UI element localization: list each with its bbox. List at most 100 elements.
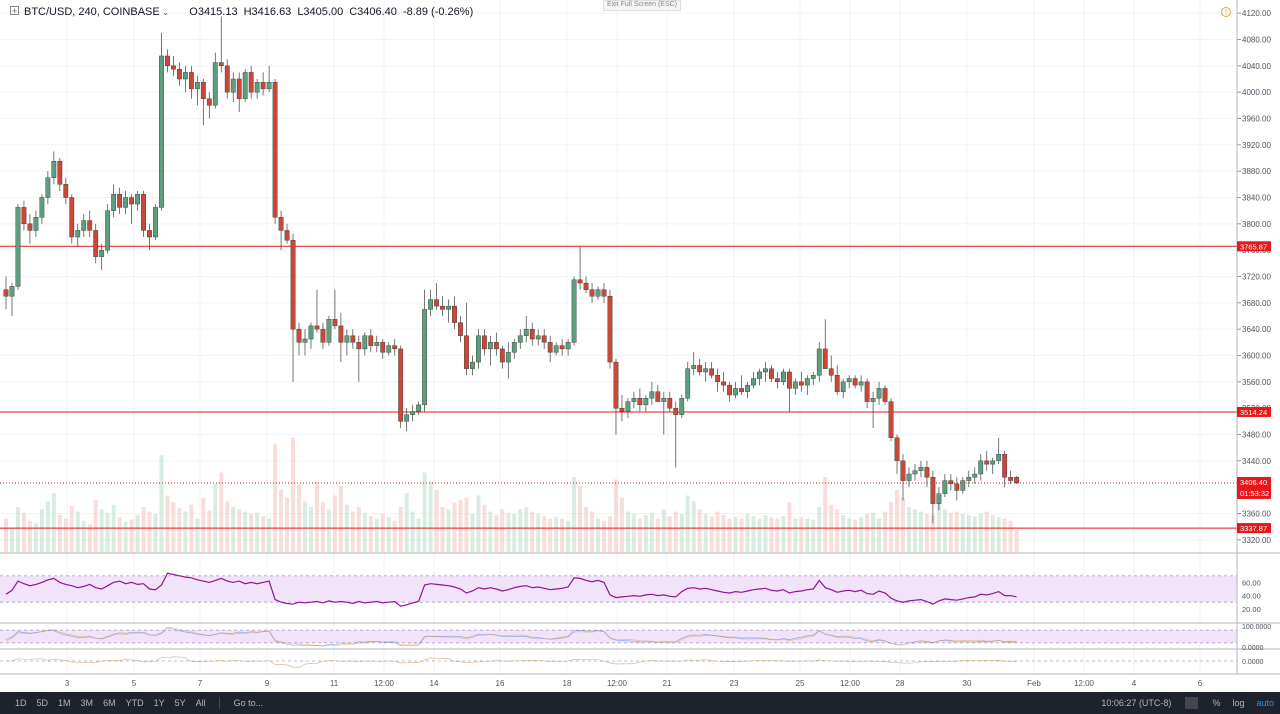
- candle-body: [177, 68, 182, 80]
- candle-body: [703, 368, 709, 373]
- volume-bar: [691, 501, 696, 553]
- volume-bar: [392, 520, 397, 553]
- candle-body: [972, 473, 978, 478]
- candle-body: [117, 194, 123, 208]
- range-5y[interactable]: 5Y: [174, 698, 186, 708]
- candle-body: [900, 460, 906, 481]
- volume-bar: [75, 511, 80, 553]
- volume-bar: [404, 493, 409, 553]
- candle-body: [535, 335, 541, 340]
- range-1y[interactable]: 1Y: [153, 698, 165, 708]
- candle-body: [386, 345, 392, 353]
- candle-body: [9, 286, 15, 297]
- volume-bar: [213, 484, 218, 553]
- x-tick-label: 3: [65, 679, 70, 688]
- price-label: 3514.24: [1240, 408, 1267, 417]
- range-5d[interactable]: 5D: [36, 698, 49, 708]
- range-3m[interactable]: 3M: [80, 698, 94, 708]
- volume-bar: [733, 517, 738, 553]
- chevron-down-icon[interactable]: ⌄: [161, 6, 170, 17]
- toolbar-divider: [1185, 697, 1199, 709]
- candle-body: [338, 325, 344, 343]
- candle-body: [583, 282, 589, 290]
- auto-toggle[interactable]: auto: [1256, 698, 1274, 708]
- volume-bar: [895, 489, 900, 553]
- volume-bar: [428, 481, 433, 553]
- candle-body: [476, 335, 481, 363]
- candle-body: [547, 342, 553, 353]
- volume-bar: [631, 513, 636, 553]
- candle-body: [153, 207, 158, 238]
- candle-body: [75, 230, 81, 238]
- volume-bar: [906, 507, 911, 553]
- candle-body: [858, 381, 864, 386]
- volume-bar: [326, 509, 331, 553]
- range-all[interactable]: All: [195, 698, 206, 708]
- candle-body: [284, 230, 290, 241]
- volume-bar: [853, 519, 858, 553]
- volume-bar: [518, 509, 523, 553]
- volume-bar: [506, 512, 511, 553]
- warning-icon[interactable]: !: [1221, 7, 1231, 17]
- exit-fullscreen-hint[interactable]: Exit Full Screen (ESC): [603, 0, 682, 11]
- volume-bar: [159, 455, 164, 553]
- candle-body: [966, 477, 972, 481]
- candle-body: [697, 365, 703, 373]
- candle-body: [188, 72, 194, 90]
- y-tick-label: 3560.00: [1242, 378, 1271, 387]
- goto-button[interactable]: Go to...: [233, 698, 264, 708]
- candle-body: [775, 378, 780, 383]
- volume-bar: [464, 497, 469, 553]
- volume-bar: [291, 438, 296, 553]
- percent-toggle[interactable]: %: [1212, 698, 1221, 708]
- volume-bar: [924, 513, 929, 553]
- candle-body: [254, 82, 260, 93]
- volume-bar: [285, 497, 290, 553]
- macd-tick-label: 0.0000: [1242, 659, 1264, 666]
- volume-bar: [781, 516, 786, 553]
- volume-bar: [613, 479, 618, 553]
- volume-bar: [261, 516, 266, 553]
- symbol-label[interactable]: BTC/USD, 240, COINBASE: [24, 6, 160, 18]
- candle-body: [529, 328, 535, 340]
- volume-bar: [948, 512, 953, 553]
- x-tick-label: 18: [563, 679, 572, 688]
- price-label: 3765.87: [1240, 242, 1267, 251]
- candle-body: [721, 381, 727, 386]
- time-axis[interactable]: 3 5 7 9 11 12:00 14 16 18 12:00 21 23 25 12:00 28 30 Feb…: [0, 673, 1280, 688]
- range-ytd[interactable]: YTD: [125, 698, 144, 708]
- range-6m[interactable]: 6M: [103, 698, 116, 708]
- range-1m[interactable]: 1M: [58, 698, 71, 708]
- volume-bar: [661, 509, 666, 553]
- price-axis[interactable]: 3320.003360.003400.003440.003480.003520.…: [1236, 0, 1271, 674]
- candle-body: [452, 305, 457, 323]
- volume-bar: [249, 513, 254, 553]
- volume-bar: [338, 486, 343, 553]
- candle-body: [978, 460, 984, 475]
- candle-body: [822, 348, 828, 369]
- candle-body: [715, 375, 721, 383]
- volume-bar: [374, 518, 379, 553]
- expand-icon[interactable]: +: [10, 6, 19, 16]
- volume-bar: [637, 518, 642, 553]
- candle-body: [428, 299, 433, 310]
- candle-body: [194, 82, 200, 90]
- volume-bar: [793, 518, 798, 553]
- x-tick-label: 5: [132, 679, 137, 688]
- volume-bar: [470, 513, 475, 553]
- volume-bar: [141, 507, 146, 553]
- volume-bar: [865, 513, 870, 553]
- clock-time[interactable]: 10:06:27 (UTC-8): [1101, 698, 1172, 708]
- candle-body: [362, 335, 368, 350]
- candle-body: [242, 72, 248, 99]
- volume-bar: [942, 509, 947, 553]
- range-1d[interactable]: 1D: [15, 698, 27, 708]
- candle-body: [260, 82, 266, 90]
- volume-bar: [63, 518, 68, 553]
- candle-body: [236, 78, 242, 99]
- volume-bar: [458, 500, 463, 553]
- volume-bar: [177, 508, 182, 553]
- candle-body: [446, 305, 451, 310]
- log-toggle[interactable]: log: [1232, 698, 1245, 708]
